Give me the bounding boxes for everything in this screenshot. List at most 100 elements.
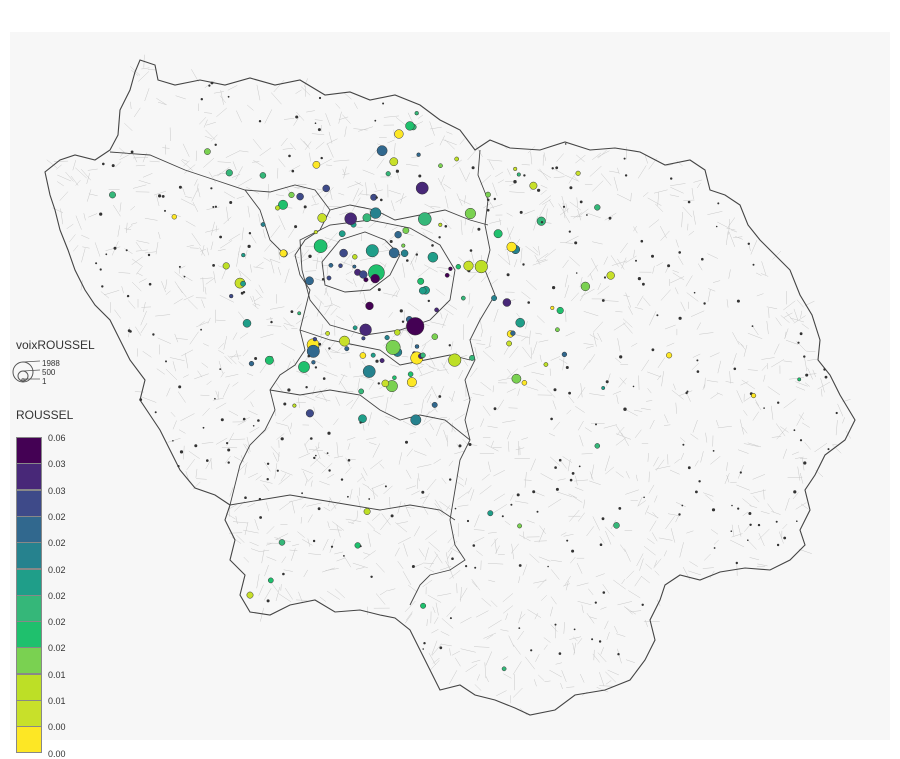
commune-symbol [465,565,468,568]
commune-symbol [172,440,174,442]
commune-symbol [547,565,549,568]
commune-symbol [278,539,286,546]
commune-symbol [411,565,415,568]
color-legend-label: 0.03 [48,459,66,470]
commune-symbol [438,395,442,398]
commune-symbol [594,601,597,604]
commune-symbol [571,549,575,553]
color-legend-swatch [16,542,42,570]
commune-symbol [212,206,215,208]
commune-symbol [642,282,645,286]
commune-symbol [486,198,490,202]
commune-symbol [827,448,830,451]
commune-symbol [518,627,521,629]
color-legend-swatch [16,489,42,517]
commune-symbol [799,332,803,336]
commune-symbol [431,244,434,247]
commune-symbol [431,333,439,340]
commune-symbol [257,419,260,422]
commune-symbol [212,264,216,267]
commune-symbol [385,339,401,355]
commune-symbol [370,352,376,358]
commune-symbol [267,577,274,584]
commune-symbol [417,277,425,285]
commune-symbol [586,214,588,216]
commune-symbol [326,452,329,454]
commune-symbol [352,325,358,331]
commune-symbol [385,171,391,177]
commune-symbol [99,268,102,271]
commune-symbol [513,166,518,171]
commune-symbol [242,417,246,421]
commune-symbol [464,207,476,220]
commune-symbol [678,513,681,516]
commune-symbol [618,507,622,510]
commune-symbol [739,471,742,474]
commune-symbol [603,276,607,279]
commune-symbol [279,249,288,258]
commune-symbol [320,156,323,160]
commune-symbol [536,216,546,226]
commune-symbol [283,402,287,406]
color-legend-label: 0.02 [48,564,66,575]
commune-symbol [550,417,553,421]
commune-symbol [354,542,361,549]
commune-symbol [595,423,597,426]
commune-symbol [521,380,528,386]
commune-symbol [418,174,422,178]
commune-symbol [711,508,716,512]
commune-symbol [388,247,400,259]
color-legend-swatch [16,515,42,543]
commune-symbol [301,492,303,495]
commune-symbol [374,119,377,122]
commune-symbol [485,191,491,198]
commune-symbol [327,431,331,435]
commune-symbol [161,195,165,198]
commune-symbol [401,320,405,323]
commune-symbol [608,216,612,220]
commune-symbol [598,640,602,643]
commune-symbol [178,265,181,268]
commune-symbol [384,335,390,341]
commune-symbol [835,411,838,415]
commune-symbol [328,469,331,472]
color-legend-label: 0.01 [48,669,66,680]
commune-symbol [455,264,461,270]
commune-symbol [389,157,399,167]
commune-symbol [796,520,798,522]
color-legend-swatch [16,647,42,675]
commune-symbol [382,102,385,105]
commune-symbol [113,246,117,250]
commune-symbol [736,299,740,303]
commune-symbol [260,222,266,227]
commune-symbol [321,278,325,281]
commune-symbol [210,187,213,190]
commune-symbol [314,366,318,369]
commune-symbol [400,249,409,258]
commune-symbol [276,469,279,472]
commune-symbol [415,181,429,195]
commune-symbol [310,437,313,440]
commune-symbol [696,359,699,362]
commune-symbol [687,200,691,204]
commune-symbol [101,285,104,288]
region-outline [44,59,856,716]
commune-symbol [313,239,328,253]
commune-symbol [390,514,394,518]
commune-symbol [227,95,230,98]
commune-symbol [359,352,367,359]
commune-symbol [381,379,390,388]
color-legend-swatch [16,673,42,701]
commune-symbol [449,617,452,620]
commune-symbol [214,397,216,400]
commune-symbol [370,575,373,578]
commune-symbol [154,411,157,414]
commune-symbol [454,156,460,162]
commune-symbol [375,359,379,363]
commune-symbol [693,291,696,294]
commune-symbol [670,177,673,180]
commune-symbol [377,288,381,292]
commune-symbol [493,197,496,201]
color-legend-label: 0.01 [48,696,66,706]
commune-symbol [264,355,274,365]
